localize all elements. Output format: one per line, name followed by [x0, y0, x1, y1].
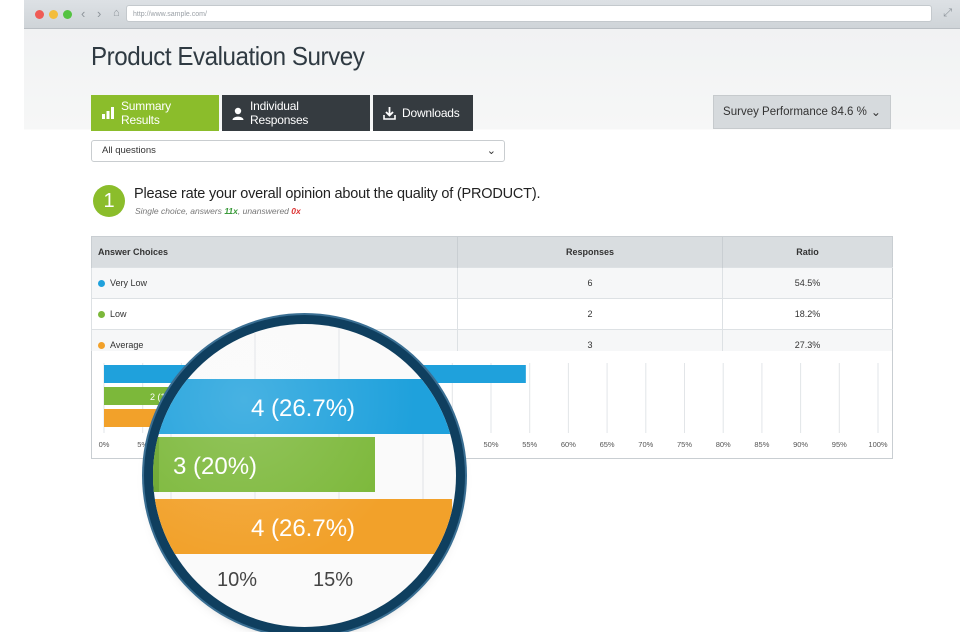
bar-chart-icon [101, 107, 115, 119]
tab-downloads[interactable]: Downloads [373, 95, 473, 131]
question-text: Please rate your overall opinion about t… [134, 186, 541, 202]
x-tick-label: 95% [832, 440, 847, 449]
magnified-bar [153, 499, 453, 554]
magnified-bar [153, 379, 453, 434]
x-tick-label: 90% [793, 440, 808, 449]
fullscreen-icon[interactable]: ⤢ [943, 7, 952, 19]
responses-cell: 6 [457, 267, 723, 299]
x-tick-label: 75% [677, 440, 692, 449]
survey-performance-dropdown[interactable]: Survey Performance 84.6 % ⌄ [713, 95, 891, 129]
x-tick-label: 60% [561, 440, 576, 449]
answer-choice-label: Low [110, 309, 127, 319]
chevron-down-icon: ⌄ [486, 145, 496, 157]
close-window-icon[interactable] [35, 10, 44, 19]
back-arrow-icon[interactable]: ‹ [81, 6, 86, 21]
legend-dot-icon [98, 311, 105, 318]
address-bar[interactable]: http://www.sample.com/ [126, 5, 932, 22]
download-icon [383, 106, 396, 120]
tab-summary-results[interactable]: Summary Results [91, 95, 219, 131]
bar-edge [153, 437, 159, 492]
forward-arrow-icon[interactable]: › [97, 6, 102, 21]
column-header-ratio[interactable]: Ratio [722, 236, 893, 268]
magnified-tick-label: 15% [313, 569, 353, 591]
meta-prefix: Single choice, answers [135, 206, 222, 216]
magnified-bar-label: 4 (26.7%) [251, 515, 355, 542]
x-tick-label: 0% [99, 440, 110, 449]
responses-cell: 2 [457, 298, 723, 330]
survey-performance-label: Survey Performance 84.6 % [723, 106, 867, 118]
tab-label: Downloads [402, 106, 460, 120]
x-tick-label: 65% [600, 440, 615, 449]
question-number-badge: 1 [93, 185, 125, 217]
chevron-down-icon: ⌄ [870, 105, 881, 119]
magnified-bar-label: 4 (26.7%) [251, 395, 355, 422]
tab-label: Individual Responses [250, 99, 309, 127]
magnified-tick-label: 10% [217, 569, 257, 591]
x-tick-label: 70% [638, 440, 653, 449]
magnified-chart-svg: 4 (26.7%) 3 (20%) 4 (26.7%) 10% 15% [153, 324, 453, 591]
unanswered-count: 0x [291, 206, 301, 216]
answer-choice-label: Very Low [110, 278, 148, 288]
table-row: Very Low 6 54.5% [91, 267, 893, 299]
ratio-cell: 18.2% [722, 298, 893, 330]
magnified-bar-label: 3 (20%) [173, 453, 257, 480]
tab-label: Summary Results [121, 99, 171, 127]
legend-dot-icon [98, 280, 105, 287]
browser-toolbar: ‹ › ⌂ http://www.sample.com/ ⤢ [24, 0, 960, 29]
question-filter-select[interactable]: All questions ⌄ [91, 140, 505, 162]
minimize-window-icon[interactable] [49, 10, 58, 19]
maximize-window-icon[interactable] [63, 10, 72, 19]
x-tick-label: 5% [137, 440, 148, 449]
column-header-responses[interactable]: Responses [457, 236, 723, 268]
magnifier-lens: 4 (26.7%) 3 (20%) 4 (26.7%) 10% 15% [153, 324, 456, 627]
x-tick-label: 50% [483, 440, 498, 449]
tab-individual-responses[interactable]: Individual Responses [222, 95, 370, 131]
x-tick-label: 100% [868, 440, 888, 449]
ratio-cell: 54.5% [722, 267, 893, 299]
home-icon[interactable]: ⌂ [113, 7, 120, 19]
x-tick-label: 55% [522, 440, 537, 449]
x-tick-label: 85% [754, 440, 769, 449]
answer-choice-cell: Very Low [91, 267, 458, 299]
table-row: Low 2 18.2% [91, 298, 893, 330]
question-meta: Single choice, answers 11x, unanswered 0… [135, 206, 301, 216]
answer-choice-cell: Low [91, 298, 458, 330]
column-header-answer-choices[interactable]: Answer Choices [91, 236, 458, 268]
answers-count: 11x [224, 206, 238, 216]
user-icon [232, 107, 244, 120]
page-title: Product Evaluation Survey [91, 41, 365, 71]
meta-middle: , unanswered [237, 206, 289, 216]
magnified-bar [153, 437, 375, 492]
legend-dot-icon [98, 342, 105, 349]
x-tick-label: 80% [716, 440, 731, 449]
question-filter-value: All questions [102, 145, 156, 156]
answer-choice-label: Average [110, 340, 144, 350]
